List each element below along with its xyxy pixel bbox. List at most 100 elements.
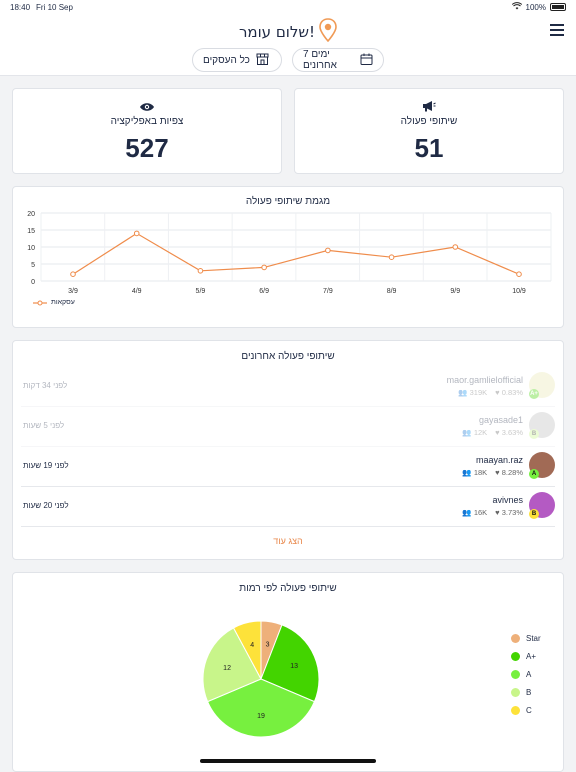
show-more-link[interactable]: הצג עוד — [13, 536, 563, 546]
greeting-text: שלום עומר! — [239, 23, 315, 41]
legend-swatch — [511, 652, 520, 661]
time-ago: לפני 19 שעות — [23, 461, 69, 470]
engagement-rate: ♥ 3.63% — [495, 428, 523, 437]
level-badge: A — [529, 469, 539, 479]
legend-item: A — [511, 665, 541, 683]
data-point — [326, 248, 331, 253]
store-icon — [256, 53, 269, 68]
home-indicator — [200, 759, 376, 763]
legend-item: A+ — [511, 647, 541, 665]
recent-shares-title: שיתופי פעולה אחרונים — [13, 341, 563, 362]
list-item[interactable]: B gayasade1 👥 12K ♥ 3.63% לפני 5 שעות — [21, 407, 555, 447]
influencer-name: gayasade1 — [479, 415, 523, 425]
status-date: Fri 10 Sep — [36, 3, 73, 12]
data-point — [453, 245, 458, 250]
views-value: 527 — [13, 133, 281, 164]
status-bar: 18:40 Fri 10 Sep 100% — [0, 0, 576, 14]
data-point — [134, 231, 139, 236]
y-tick-label: 5 — [31, 262, 35, 269]
battery-percent: 100% — [526, 3, 546, 12]
wifi-icon — [512, 2, 522, 12]
legend-item: C — [511, 701, 541, 719]
megaphone-icon — [295, 99, 563, 113]
x-tick-label: 10/9 — [512, 288, 526, 295]
followers-count: 👥 18K — [462, 468, 487, 477]
data-point — [517, 272, 522, 277]
battery-icon — [550, 3, 566, 11]
slice-label: 12 — [223, 665, 231, 672]
legend-swatch — [511, 688, 520, 697]
time-ago: לפני 5 שעות — [23, 421, 64, 430]
shares-card: שיתופי פעולה 51 — [294, 88, 564, 174]
influencer-name: avivnes — [492, 495, 523, 505]
influencer-name: maayan.raz — [476, 455, 523, 465]
legend-label: Star — [526, 634, 541, 643]
legend-swatch — [511, 670, 520, 679]
top-header: שלום עומר! כל העסקים 7 ימים אחרונים — [0, 14, 576, 76]
x-tick-label: 9/9 — [450, 288, 460, 295]
hamburger-menu-icon[interactable] — [550, 24, 564, 36]
shares-value: 51 — [295, 133, 563, 164]
legend-swatch — [511, 706, 520, 715]
data-point — [262, 265, 267, 270]
recent-shares-card: שיתופי פעולה אחרונים A+ maor.gamlieloffi… — [12, 340, 564, 560]
x-tick-label: 7/9 — [323, 288, 333, 295]
legend-swatch — [511, 634, 520, 643]
status-time: 18:40 — [10, 3, 30, 12]
business-filter-button[interactable]: כל העסקים — [192, 48, 282, 72]
list-item[interactable]: B avivnes 👥 16K♥ 3.73% לפני 20 שעות — [21, 487, 555, 527]
y-tick-label: 10 — [27, 245, 35, 252]
levels-pie-chart: 3 13 19 12 4 — [191, 609, 331, 749]
slice-label: 13 — [290, 663, 298, 670]
views-title: צפיות באפליקציה — [13, 116, 281, 127]
legend-item: B — [511, 683, 541, 701]
legend-label: C — [526, 706, 532, 715]
location-pin-icon — [319, 18, 337, 46]
list-item[interactable]: A maayan.raz 👥 18K ♥ 8.28% לפני 19 שעות — [21, 447, 555, 487]
trend-legend-label: עסקאות — [51, 299, 75, 306]
influencer-name: maor.gamlielofficial — [447, 375, 523, 385]
x-tick-label: 8/9 — [387, 288, 397, 295]
x-tick-label: 3/9 — [68, 288, 78, 295]
followers-count: 👥 16K — [462, 508, 487, 517]
time-ago: לפני 20 שעות — [23, 501, 69, 510]
levels-title: שיתופי פעולה לפי רמות — [13, 573, 563, 594]
followers-count: 👥 12K — [462, 428, 487, 437]
followers-count: 👥 319K — [458, 388, 487, 397]
trend-legend: עסקאות — [33, 299, 75, 306]
data-point — [198, 269, 203, 274]
y-tick-label: 0 — [31, 279, 35, 286]
legend-label: A — [526, 670, 531, 679]
legend-label: B — [526, 688, 531, 697]
engagement-rate: ♥ 8.28% — [495, 468, 523, 477]
slice-label: 19 — [257, 713, 265, 720]
eye-icon — [13, 99, 281, 113]
slice-label: 3 — [266, 642, 270, 649]
greeting: שלום עומר! — [0, 18, 576, 46]
period-filter-label: 7 ימים אחרונים — [303, 49, 354, 71]
time-ago: לפני 34 דקות — [23, 381, 67, 390]
engagement-rate: ♥ 0.83% — [495, 388, 523, 397]
shares-title: שיתופי פעולה — [295, 116, 563, 127]
calendar-icon — [360, 53, 373, 68]
level-badge: B — [529, 429, 539, 439]
list-item[interactable]: A+ maor.gamlielofficial 👥 319K ♥ 0.83% לפ… — [21, 367, 555, 407]
level-badge: A+ — [529, 389, 539, 399]
x-tick-label: 5/9 — [196, 288, 206, 295]
slice-label: 4 — [250, 642, 254, 649]
x-tick-label: 6/9 — [259, 288, 269, 295]
business-filter-label: כל העסקים — [203, 55, 250, 66]
engagement-rate: ♥ 3.73% — [495, 508, 523, 517]
legend-item: Star — [511, 629, 541, 647]
x-tick-label: 4/9 — [132, 288, 142, 295]
views-card: צפיות באפליקציה 527 — [12, 88, 282, 174]
y-tick-label: 20 — [27, 211, 35, 218]
trend-chart-title: מגמת שיתופי פעולה — [13, 187, 563, 207]
data-point — [71, 272, 76, 277]
legend-label: A+ — [526, 652, 536, 661]
period-filter-button[interactable]: 7 ימים אחרונים — [292, 48, 384, 72]
